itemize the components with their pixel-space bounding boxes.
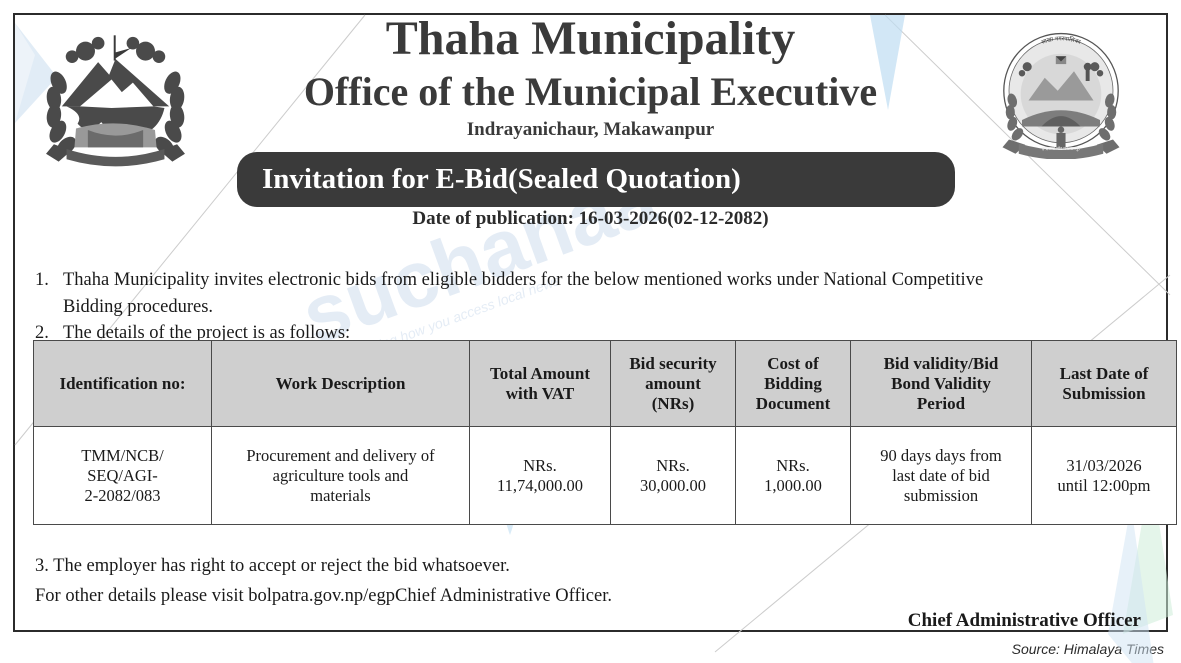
- svg-text:इन्द्रयणी धोर मकवानपुर: इन्द्रयणी धोर मकवानपुर: [1042, 145, 1080, 152]
